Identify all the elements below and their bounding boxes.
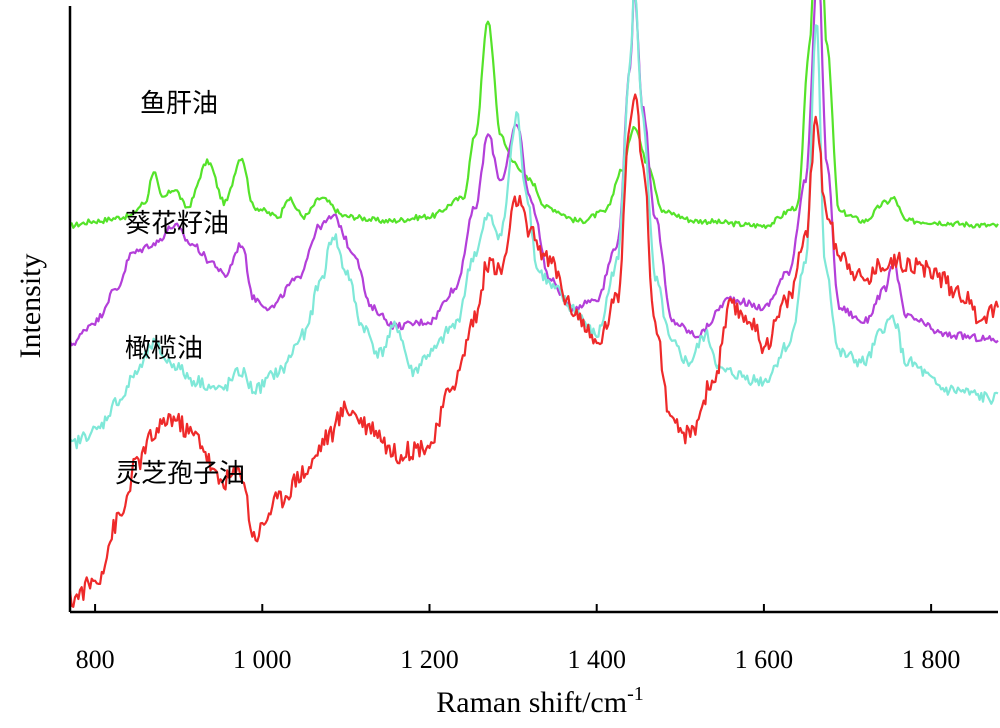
series-line-2 <box>68 0 999 347</box>
series-label-4: 灵芝孢子油 <box>115 459 245 489</box>
series-layer <box>68 0 1000 608</box>
x-tick-label: 1 400 <box>567 645 626 674</box>
x-tick-label: 1 000 <box>233 645 292 674</box>
series-line-4 <box>68 93 1000 608</box>
x-tick-label: 800 <box>76 645 115 674</box>
x-axis-title-superscript: -1 <box>627 683 644 705</box>
x-axis-ticks: 800 1 000 1 200 1 400 1 600 1 800 <box>76 604 961 674</box>
series-line-3 <box>69 0 999 450</box>
series-label-2: 葵花籽油 <box>125 209 229 239</box>
x-axis-title-text: Raman shift/cm <box>436 686 627 719</box>
series-label-3: 橄榄油 <box>125 334 203 364</box>
x-tick-label: 1 200 <box>400 645 459 674</box>
series-label-1: 鱼肝油 <box>140 89 218 119</box>
x-tick-label: 1 800 <box>902 645 961 674</box>
x-axis-title: Raman shift/cm-1 <box>436 683 643 719</box>
series-line-1 <box>69 0 999 230</box>
x-tick-label: 1 600 <box>735 645 794 674</box>
y-axis-title: Intensity <box>14 254 47 359</box>
